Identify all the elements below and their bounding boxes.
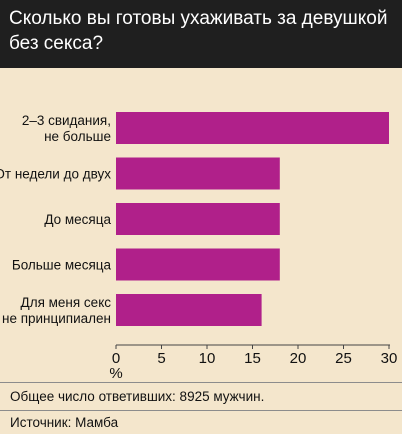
bar-chart: 2–3 свидания,не больше От недели до двух Д… [0, 112, 398, 378]
x-axis-label: % [109, 365, 122, 378]
category-label: не принципиален [2, 311, 111, 326]
source-note: Источник: Мамба [10, 415, 119, 430]
x-tick-label: 20 [290, 350, 307, 367]
category-label: От недели до двух [0, 167, 111, 182]
bar [116, 294, 262, 326]
x-tick-label: 0 [112, 350, 120, 367]
footer-divider [0, 410, 402, 411]
footer-divider [0, 382, 402, 383]
bar [116, 248, 280, 281]
respondents-note: Общее число ответивших: 8925 мужчин. [10, 389, 265, 404]
x-tick-label: 15 [244, 350, 261, 367]
x-tick-label: 5 [157, 350, 165, 367]
x-tick-label: 30 [381, 350, 398, 367]
title-bar: Сколько вы готовы ухаживать за девушкой … [0, 0, 402, 68]
x-tick-label: 10 [199, 350, 216, 367]
bar [116, 112, 389, 144]
category-label: Для меня секс [21, 295, 112, 310]
category-label: Больше месяца [12, 258, 112, 273]
category-label: не больше [44, 129, 111, 144]
chart-title: Сколько вы готовы ухаживать за девушкой … [9, 8, 388, 54]
bar [116, 203, 280, 235]
category-label: До месяца [44, 212, 111, 227]
bar [116, 157, 280, 190]
x-tick-label: 25 [335, 350, 352, 367]
category-label: 2–3 свидания, [22, 113, 111, 128]
